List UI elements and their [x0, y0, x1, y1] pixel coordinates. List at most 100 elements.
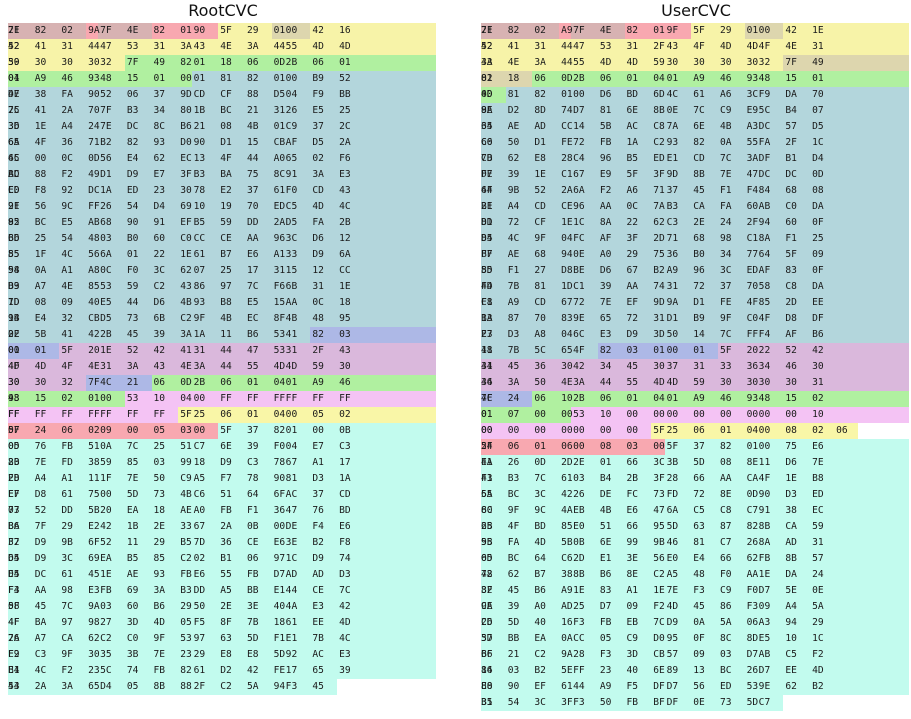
hex-byte: F1: [785, 233, 797, 244]
hex-byte: 30: [719, 57, 732, 68]
field-highlight: [8, 215, 436, 231]
hex-byte: 55: [746, 137, 759, 148]
hex-byte: E3: [599, 329, 612, 340]
hex-byte: 7F: [100, 25, 112, 36]
hex-byte: 2F: [746, 217, 759, 228]
hex-byte: 01: [126, 249, 139, 260]
hex-byte: 42: [246, 665, 259, 676]
hex-byte: 85: [8, 249, 20, 260]
hex-byte: 2A: [273, 217, 286, 228]
field-highlight: [8, 663, 436, 679]
hex-byte: 23: [153, 185, 166, 196]
field-highlight: [8, 471, 436, 487]
field-highlight: [481, 391, 533, 407]
field-highlight: [481, 439, 665, 455]
hex-byte: 01: [666, 393, 679, 404]
hex-byte: 14: [8, 313, 20, 324]
hex-byte: 29: [719, 25, 732, 36]
field-highlight: [571, 407, 909, 423]
hex-byte: 1E: [653, 585, 665, 596]
hex-row: 28 ED A4 A1 11 1F 7E 50 C9 A5 F7 78 90 81 D3 1A: [8, 471, 438, 487]
hex-byte: 3A: [193, 361, 206, 372]
hex-byte: 31: [312, 281, 324, 292]
hex-byte: 95: [666, 633, 679, 644]
hex-byte: 8B: [573, 569, 585, 580]
field-highlight: [8, 631, 436, 647]
hex-byte: 82: [481, 73, 493, 84]
hex-byte: A4: [785, 601, 797, 612]
hex-byte: 25: [220, 265, 232, 276]
hex-byte: 67: [285, 457, 298, 468]
hex-byte: 8B: [153, 681, 166, 692]
hex-byte: 31: [693, 361, 705, 372]
hex-byte: B4: [599, 473, 612, 484]
hex-byte: 7F: [100, 105, 112, 116]
hex-byte: ED: [653, 153, 665, 164]
hex-byte: 21: [246, 105, 259, 116]
hex-byte: 95: [339, 313, 351, 324]
hex-byte: 65: [8, 153, 20, 164]
field-highlight: [624, 23, 692, 39]
hex-byte: 56: [693, 681, 705, 692]
hex-byte: 4F: [220, 153, 232, 164]
hex-byte: F0: [746, 585, 759, 596]
hex-byte: 05: [180, 617, 192, 628]
hex-byte: 7C: [126, 441, 139, 452]
hex-byte: 51: [599, 521, 612, 532]
hex-byte: 7E: [153, 649, 166, 660]
hex-byte: 06: [126, 89, 139, 100]
hex-byte: FB: [626, 697, 639, 708]
field-highlight: [481, 103, 909, 119]
hex-byte: C1: [481, 297, 493, 308]
hex-byte: 4F: [8, 617, 20, 628]
hex-byte: 3E: [246, 601, 259, 612]
hex-byte: 01: [746, 441, 759, 452]
hex-byte: 68: [785, 185, 797, 196]
hex-byte: 1E: [573, 585, 585, 596]
hex-byte: FE: [719, 297, 732, 308]
hex-byte: 93: [153, 569, 166, 580]
hex-byte: C5: [693, 505, 705, 516]
hex-byte: 4D: [339, 617, 351, 628]
hex-byte: 55: [626, 377, 639, 388]
field-highlight: [481, 247, 909, 263]
hex-row: 3A 43 4E 3A 44 55 4D 4D 59 30 30 30 30 32 7F 49: [481, 55, 911, 71]
hex-byte: 47: [285, 505, 298, 516]
hex-byte: 3C: [61, 553, 73, 564]
field-highlight: [8, 151, 436, 167]
hex-byte: AD: [561, 601, 573, 612]
field-highlight: [8, 55, 125, 71]
hex-byte: 06: [61, 425, 73, 436]
hex-byte: 38: [785, 505, 797, 516]
hex-byte: EA: [126, 505, 139, 516]
hex-byte: A9: [34, 73, 47, 84]
hex-byte: BF: [653, 697, 665, 708]
hex-byte: 6E: [599, 537, 612, 548]
hex-row: 42 78 62 B7 38 8B B6 8E C2 A5 48 F0 AA 1E DA 24: [481, 567, 911, 583]
hex-byte: 9A: [666, 297, 679, 308]
hex-byte: 01: [626, 393, 639, 404]
hex-byte: 53: [126, 393, 139, 404]
hex-byte: 5D: [246, 633, 259, 644]
hex-byte: A3: [746, 121, 759, 132]
hex-byte: 71: [653, 185, 665, 196]
hex-byte: 8D: [534, 105, 546, 116]
hex-byte: E2: [88, 521, 100, 532]
hex-byte: 2A: [561, 185, 573, 196]
hex-byte: 06: [836, 425, 848, 436]
hex-byte: AA: [719, 473, 732, 484]
hex-byte: 90: [758, 489, 771, 500]
hex-byte: EF: [534, 681, 546, 692]
hex-byte: F9: [312, 89, 324, 100]
hex-byte: 21: [481, 201, 493, 212]
hex-byte: A5: [220, 585, 232, 596]
hex-byte: 2A: [34, 681, 47, 692]
hex-byte: B3: [193, 169, 206, 180]
hex-byte: FB: [180, 569, 192, 580]
hex-byte: 9F: [193, 313, 206, 324]
hex-byte: 07: [193, 265, 206, 276]
hex-byte: B2: [534, 665, 546, 676]
hex-byte: F0: [126, 265, 139, 276]
hex-byte: AF: [599, 233, 612, 244]
hex-byte: F1: [273, 633, 286, 644]
